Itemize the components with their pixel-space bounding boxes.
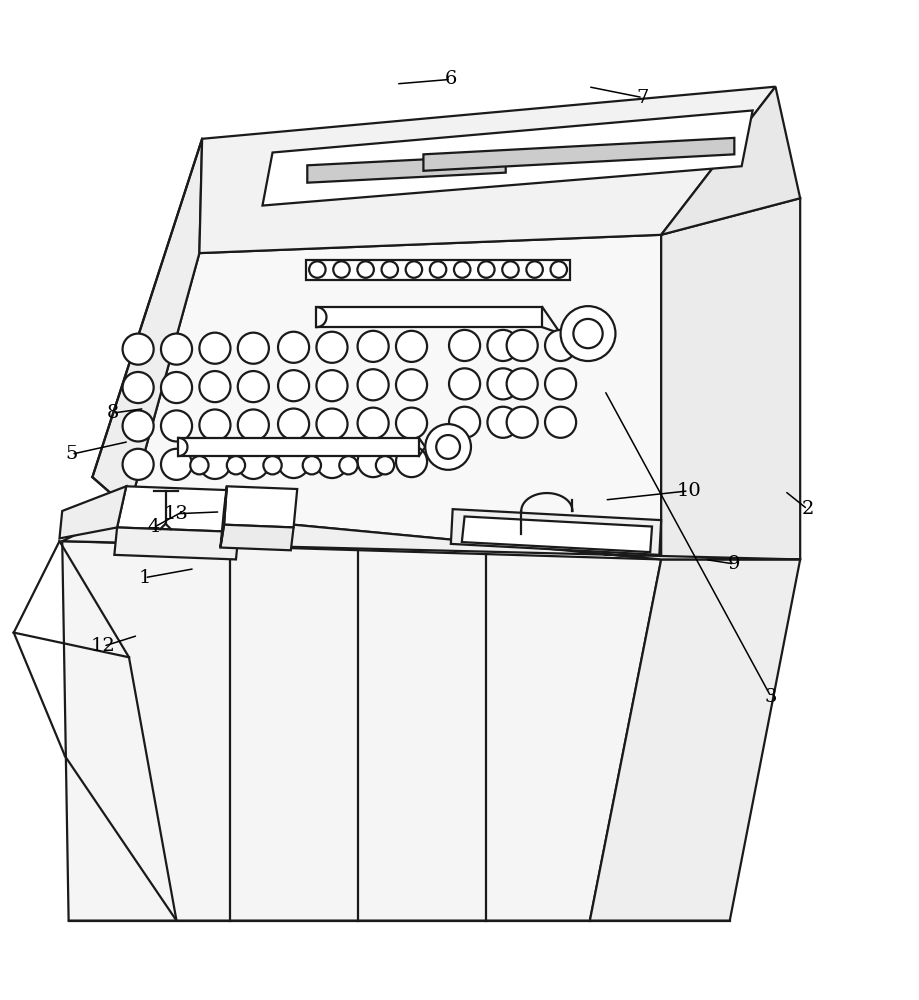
Circle shape <box>278 447 309 478</box>
Polygon shape <box>114 527 238 559</box>
Circle shape <box>395 369 426 400</box>
Circle shape <box>425 424 471 470</box>
Circle shape <box>544 368 575 399</box>
Circle shape <box>448 330 480 361</box>
Circle shape <box>560 306 615 361</box>
Circle shape <box>381 261 398 278</box>
Circle shape <box>237 409 268 441</box>
Polygon shape <box>307 155 505 183</box>
Polygon shape <box>60 486 126 538</box>
Circle shape <box>199 448 231 479</box>
Circle shape <box>199 371 231 402</box>
Polygon shape <box>316 307 541 327</box>
Circle shape <box>506 330 537 361</box>
Polygon shape <box>62 541 661 921</box>
Circle shape <box>122 449 153 480</box>
Polygon shape <box>224 486 297 527</box>
Circle shape <box>263 456 281 474</box>
Circle shape <box>237 371 268 402</box>
Circle shape <box>278 332 309 363</box>
Circle shape <box>278 409 309 440</box>
Circle shape <box>122 410 153 441</box>
Circle shape <box>237 448 268 479</box>
Polygon shape <box>129 235 661 559</box>
Circle shape <box>487 407 518 438</box>
Circle shape <box>453 261 470 278</box>
Circle shape <box>357 261 373 278</box>
Polygon shape <box>306 260 569 280</box>
Circle shape <box>487 368 518 399</box>
Circle shape <box>395 446 426 477</box>
Circle shape <box>199 333 231 364</box>
Circle shape <box>573 319 602 348</box>
Circle shape <box>478 261 494 278</box>
Circle shape <box>309 261 325 278</box>
Polygon shape <box>423 138 733 171</box>
Circle shape <box>316 447 347 478</box>
Circle shape <box>405 261 422 278</box>
Polygon shape <box>221 525 293 550</box>
Circle shape <box>395 331 426 362</box>
Circle shape <box>316 409 347 440</box>
Text: 9: 9 <box>727 555 740 573</box>
Polygon shape <box>450 509 661 555</box>
Circle shape <box>429 261 446 278</box>
Polygon shape <box>178 438 418 456</box>
Polygon shape <box>262 110 752 206</box>
Circle shape <box>487 330 518 361</box>
Circle shape <box>448 368 480 399</box>
Text: 12: 12 <box>91 637 116 655</box>
Text: 7: 7 <box>636 89 649 107</box>
Circle shape <box>316 332 347 363</box>
Polygon shape <box>92 139 202 509</box>
Text: 10: 10 <box>675 482 700 500</box>
Circle shape <box>544 407 575 438</box>
Polygon shape <box>199 87 775 253</box>
Circle shape <box>376 456 393 474</box>
Text: 2: 2 <box>800 500 812 518</box>
Circle shape <box>550 261 566 278</box>
Circle shape <box>448 407 480 438</box>
Circle shape <box>339 456 357 474</box>
Circle shape <box>436 435 460 459</box>
Polygon shape <box>589 559 800 921</box>
Text: 4: 4 <box>147 518 160 536</box>
Polygon shape <box>661 87 800 235</box>
Text: 8: 8 <box>107 404 119 422</box>
Circle shape <box>506 368 537 399</box>
Circle shape <box>357 408 388 439</box>
Circle shape <box>502 261 518 278</box>
Polygon shape <box>461 516 652 552</box>
Polygon shape <box>221 486 227 548</box>
Circle shape <box>316 370 347 401</box>
Circle shape <box>161 410 192 441</box>
Circle shape <box>190 456 209 474</box>
Circle shape <box>526 261 542 278</box>
Circle shape <box>357 369 388 400</box>
Circle shape <box>122 372 153 403</box>
Circle shape <box>395 408 426 439</box>
Circle shape <box>122 334 153 365</box>
Circle shape <box>544 330 575 361</box>
Circle shape <box>302 456 321 474</box>
Circle shape <box>161 334 192 365</box>
Circle shape <box>357 446 388 477</box>
Text: 6: 6 <box>444 70 457 88</box>
Text: 1: 1 <box>138 569 151 587</box>
Polygon shape <box>62 509 800 559</box>
Polygon shape <box>661 198 800 559</box>
Text: 13: 13 <box>164 505 188 523</box>
Circle shape <box>237 333 268 364</box>
Polygon shape <box>117 486 247 532</box>
Circle shape <box>333 261 349 278</box>
Circle shape <box>278 370 309 401</box>
Text: 3: 3 <box>764 688 777 706</box>
Circle shape <box>227 456 244 474</box>
Circle shape <box>199 409 231 441</box>
Circle shape <box>161 449 192 480</box>
Text: 5: 5 <box>65 445 77 463</box>
Circle shape <box>357 331 388 362</box>
Circle shape <box>161 372 192 403</box>
Circle shape <box>506 407 537 438</box>
